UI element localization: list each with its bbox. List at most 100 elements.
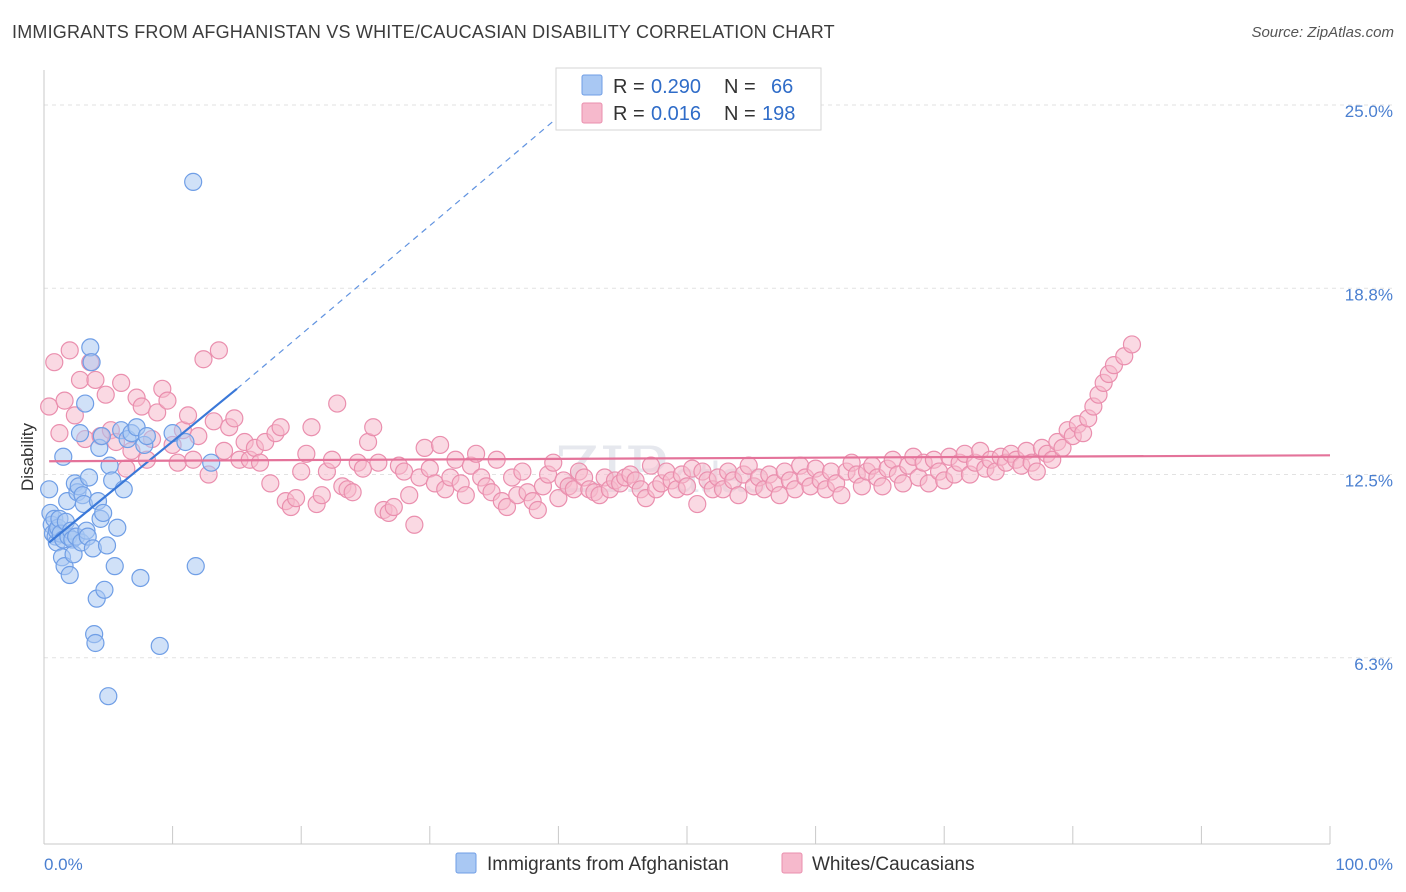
point-afghanistan-35: [82, 353, 101, 372]
point-caucasian-21: [148, 403, 167, 422]
point-caucasian-73: [415, 438, 434, 458]
legend-bottom-swatch-caucasians: [781, 852, 803, 874]
legend-r-value-afghanistan: 0.290: [651, 76, 701, 98]
legend-r-value-caucasians: 0.016: [651, 103, 701, 125]
point-caucasian-126: [688, 494, 707, 514]
x-tick-labels: 0.0% 100.0%: [44, 855, 1393, 874]
point-afghanistan-45: [95, 580, 114, 599]
point-caucasian-99: [549, 489, 568, 508]
point-afghanistan-47: [99, 687, 118, 706]
point-caucasian-162: [873, 477, 892, 496]
point-afghanistan-30: [76, 394, 95, 413]
point-afghanistan-46: [97, 536, 117, 555]
point-caucasian-6: [70, 370, 90, 390]
point-caucasian-166: [893, 474, 913, 493]
point-caucasian-142: [770, 486, 789, 505]
point-caucasian-63: [364, 418, 383, 437]
point-afghanistan-0: [40, 480, 59, 499]
point-caucasian-0: [40, 397, 59, 416]
point-afghanistan-50: [105, 557, 124, 576]
legend-bottom-swatch-afghanistan: [455, 852, 477, 874]
point-caucasian-18: [132, 397, 151, 416]
point-afghanistan-59: [137, 426, 156, 446]
point-afghanistan-51: [108, 518, 127, 537]
point-caucasian-33: [209, 341, 228, 360]
point-afghanistan-33: [79, 468, 99, 487]
point-caucasian-61: [353, 459, 373, 478]
y-tick-label-1: 12.5%: [1345, 472, 1393, 491]
point-caucasian-4: [60, 341, 79, 360]
y-tick-label-0: 6.3%: [1354, 655, 1393, 674]
legend-n-value-afghanistan: 66: [771, 76, 793, 98]
trend-line-afghanistan-extension: [236, 116, 559, 390]
point-caucasian-25: [168, 453, 187, 472]
point-caucasian-2: [50, 424, 69, 443]
point-afghanistan-64: [202, 453, 221, 472]
y-axis-title: Disability: [18, 422, 37, 491]
point-afghanistan-26: [70, 424, 90, 443]
legend-r-label-1: R =: [613, 76, 645, 98]
chart-title: IMMIGRANTS FROM AFGHANISTAN VS WHITE/CAU…: [12, 22, 835, 42]
legend-swatch-afghanistan: [581, 74, 603, 96]
point-caucasian-51: [302, 418, 321, 437]
legend-n-value-caucasians: 198: [762, 103, 795, 125]
point-caucasian-64: [369, 453, 388, 472]
legend-bottom-label-caucasians: Whites/Caucasians: [812, 854, 975, 875]
point-caucasian-70: [400, 486, 419, 505]
point-caucasian-50: [297, 444, 316, 463]
point-caucasian-98: [544, 453, 563, 472]
legend-swatch-caucasians: [581, 102, 603, 124]
legend-bottom-label-afghanistan: Immigrants from Afghanistan: [487, 854, 729, 875]
point-caucasian-134: [729, 486, 748, 505]
point-caucasian-11: [96, 385, 115, 404]
legend-n-label-2: N =: [724, 103, 756, 125]
point-caucasian-67: [384, 497, 403, 517]
point-afghanistan-48: [100, 456, 119, 475]
x-tick-label-0: 0.0%: [44, 855, 83, 874]
point-afghanistan-44: [94, 503, 113, 523]
point-caucasian-124: [677, 477, 697, 496]
y-tick-labels: 6.3% 12.5% 18.8% 25.0%: [1345, 102, 1393, 674]
trend-lines: [48, 116, 1331, 544]
legend-series: Immigrants from Afghanistan Whites/Cauca…: [455, 852, 975, 875]
point-afghanistan-38: [86, 633, 105, 653]
point-caucasian-41: [250, 453, 270, 472]
point-caucasian-14: [112, 373, 131, 392]
trend-line-caucasians: [49, 454, 1331, 463]
point-caucasian-69: [394, 462, 414, 481]
legend-r-label-2: R =: [613, 103, 645, 125]
source-credit: Source: ZipAtlas.com: [1251, 24, 1394, 41]
point-caucasian-209: [1122, 335, 1142, 354]
point-caucasian-95: [528, 500, 547, 520]
point-afghanistan-53: [114, 480, 133, 499]
legend-n-label-1: N =: [724, 76, 756, 98]
point-caucasian-117: [641, 456, 661, 475]
point-caucasian-27: [178, 406, 198, 425]
x-ticks: [43, 826, 1331, 844]
point-caucasian-71: [405, 515, 424, 534]
x-tick-label-1: 100.0%: [1335, 855, 1393, 874]
point-afghanistan-63: [184, 172, 203, 191]
y-tick-label-3: 25.0%: [1345, 102, 1393, 121]
point-afghanistan-62: [176, 432, 195, 452]
point-caucasian-56: [328, 394, 347, 413]
point-caucasian-30: [194, 350, 213, 369]
trend-line-afghanistan: [48, 387, 238, 544]
point-caucasian-59: [343, 483, 362, 502]
point-caucasian-43: [261, 474, 280, 493]
y-tick-label-2: 18.8%: [1345, 285, 1393, 304]
point-afghanistan-57: [131, 568, 150, 588]
point-caucasian-53: [312, 486, 331, 505]
point-caucasian-36: [225, 409, 244, 428]
point-caucasian-192: [1027, 462, 1046, 481]
point-caucasian-154: [832, 486, 851, 505]
point-afghanistan-18: [60, 565, 79, 585]
point-caucasian-92: [513, 462, 532, 481]
point-caucasian-1: [45, 353, 64, 372]
point-caucasian-45: [271, 418, 290, 437]
point-caucasian-9: [86, 370, 105, 390]
point-caucasian-48: [286, 489, 306, 508]
legend-stats: R = 0.290 N = 66 R = 0.016 N = 198: [555, 67, 822, 131]
point-caucasian-81: [456, 486, 475, 505]
